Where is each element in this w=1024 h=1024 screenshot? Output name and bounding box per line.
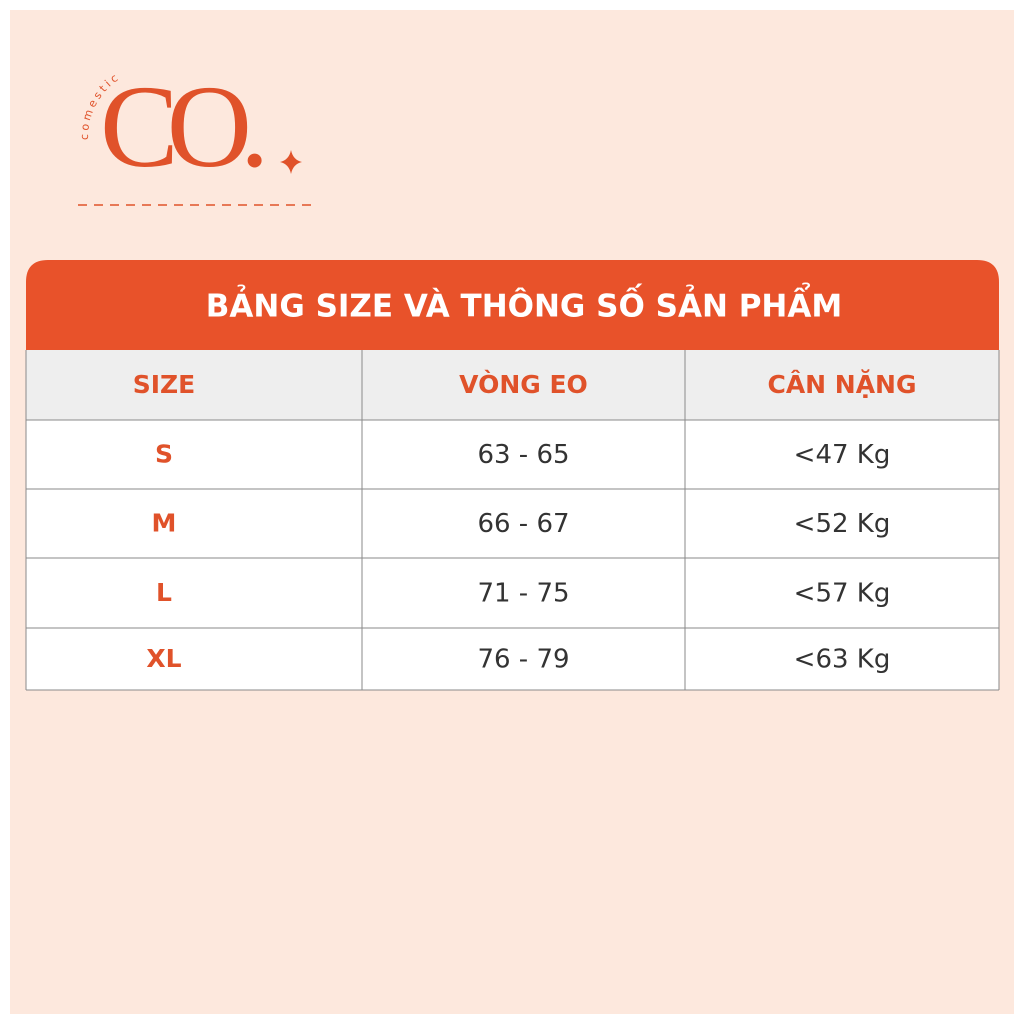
value-cell: 63 - 65	[477, 440, 569, 470]
logo-star	[280, 150, 302, 174]
table: SIZE VÒNG EO CÂN NẶNG S 63 - 65 <47 Kg M 66 - 6…	[25, 350, 1000, 691]
column-header: VÒNG EO	[459, 369, 588, 399]
column-header: SIZE	[133, 370, 196, 399]
value-cell: 71 - 75	[477, 579, 569, 609]
value-cell: <47 Kg	[794, 440, 891, 470]
size-cell: M	[152, 509, 177, 538]
value-cell: <57 Kg	[794, 579, 891, 609]
body	[26, 420, 999, 690]
size-cell: XL	[146, 644, 181, 673]
value-cell: <63 Kg	[794, 645, 891, 675]
value-cell: <52 Kg	[794, 509, 891, 539]
value-cell: 66 - 67	[477, 509, 569, 539]
title-band	[26, 260, 999, 350]
table-title: BẢNG SIZE VÀ THÔNG SỐ SẢN PHẨM	[206, 284, 842, 325]
column-header: CÂN NẶNG	[767, 369, 916, 399]
size-cell: S	[155, 440, 173, 469]
logo-mark: CO.	[100, 61, 262, 192]
value-cell: 76 - 79	[477, 645, 569, 675]
size-cell: L	[156, 578, 172, 607]
header-row	[26, 350, 999, 420]
